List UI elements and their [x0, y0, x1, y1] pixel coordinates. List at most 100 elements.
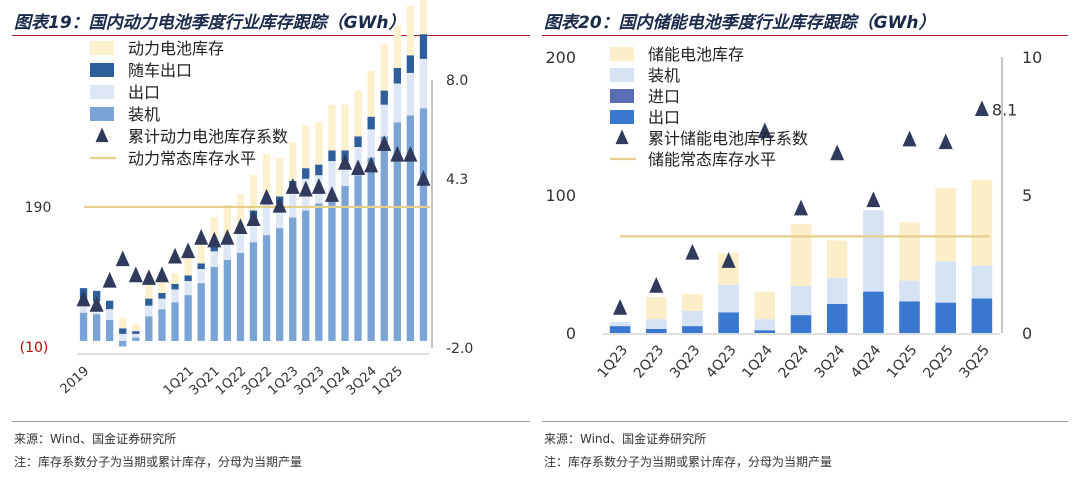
left-bar-2-2	[106, 300, 114, 310]
right-chart-title: 图表20：国内储能电池季度行业库存跟踪（GWh）	[544, 13, 936, 33]
left-bar-1-13	[249, 217, 258, 243]
left-bar-1-15	[276, 203, 284, 229]
left-bar-0-21	[354, 175, 362, 341]
right-legend-swatch-1	[610, 68, 634, 82]
left-bar-1-20	[341, 161, 349, 186]
left-bar-3-4	[132, 324, 140, 332]
left-bar-2-23	[380, 90, 388, 105]
right-title-rule	[542, 35, 1068, 36]
left-legend-label-3: 装机	[128, 105, 160, 124]
left-bar-3-18	[315, 122, 323, 165]
left-bar-1-11	[223, 242, 231, 260]
right-marker-8	[902, 130, 917, 147]
right-legend-swatch-3	[610, 110, 634, 124]
left-bar-0-16	[289, 217, 297, 341]
left-legend-swatch-0	[90, 41, 114, 55]
right-x-tick-3: 4Q23	[703, 342, 740, 381]
left-bar-2-9	[197, 263, 205, 269]
left-bar-0-12	[236, 252, 245, 341]
left-bar-1-24	[393, 83, 401, 123]
right-bar-2-0	[609, 322, 631, 327]
right-bar-0-8	[899, 301, 920, 333]
right-x-tick-6: 3Q24	[812, 342, 849, 381]
left-bar-3-16	[289, 142, 297, 181]
left-bar-1-7	[171, 289, 179, 303]
left-bar-2-25	[406, 55, 414, 73]
left-marker-5	[141, 269, 156, 285]
right-legend-swatch-0	[610, 47, 634, 61]
left-bar-3-5	[145, 284, 153, 299]
right-legend-label-3: 出口	[648, 108, 680, 127]
left-bar-2-8	[184, 275, 192, 281]
left-marker-23	[377, 135, 392, 151]
right-note: 注：库存系数分子为当期或累计库存，分母为当期产量	[544, 455, 833, 469]
left-bar-2-5	[145, 298, 153, 306]
right-y2-tick-0: 0	[1022, 324, 1032, 343]
left-marker-12	[233, 218, 248, 235]
right-bar-3-3	[718, 253, 739, 285]
left-bar-3-12	[236, 194, 245, 226]
right-marker-value-label: 8.1	[992, 100, 1017, 119]
left-marker-1	[89, 296, 104, 312]
left-bar-0-17	[302, 210, 310, 341]
left-bar-2-4	[132, 331, 140, 334]
left-bar-3-22	[367, 70, 375, 117]
left-bar-1-5	[145, 305, 153, 317]
left-marker-14	[259, 188, 274, 205]
left-marker-25	[403, 145, 418, 162]
right-bar-0-3	[718, 312, 739, 333]
right-bar-0-6	[826, 304, 848, 333]
right-source: 来源：Wind、国金证券研究所	[544, 432, 707, 446]
right-marker-7	[866, 191, 881, 208]
right-marker-6	[830, 144, 845, 161]
right-bar-2-6	[826, 277, 848, 304]
left-y-tick-190: 190	[25, 200, 52, 216]
left-marker-16	[285, 178, 300, 194]
left-bar-0-19	[328, 192, 336, 341]
left-marker-3	[115, 250, 130, 267]
left-bottom-rule	[12, 421, 530, 422]
left-legend-swatch-2	[90, 85, 114, 99]
left-legend-swatch-3	[90, 107, 114, 121]
left-bar-0-20	[341, 185, 349, 341]
right-bar-2-5	[790, 286, 812, 316]
left-bar-3-14	[262, 154, 271, 197]
left-bar-3-21	[354, 90, 362, 137]
right-legend-label-4: 累计储能电池库存系数	[648, 129, 808, 148]
right-bar-2-1	[646, 319, 667, 329]
left-bar-2-10	[210, 245, 218, 252]
left-bar-3-26	[419, 0, 428, 35]
right-y2-tick-1: 5	[1022, 186, 1032, 205]
right-marker-0	[613, 299, 628, 315]
left-bar-0-2	[106, 319, 114, 341]
left-marker-17	[298, 180, 313, 197]
left-bar-0-1	[93, 314, 101, 341]
left-y-tick-neg10: (10)	[20, 340, 49, 356]
right-bar-0-9	[935, 302, 956, 333]
right-x-tick-8: 1Q25	[884, 342, 921, 381]
right-y2-tick-2: 10	[1022, 48, 1042, 67]
left-bar-3-7	[171, 273, 179, 284]
left-bar-3-13	[249, 175, 258, 211]
left-legend-swatch-1	[90, 63, 114, 77]
right-bar-3-2	[682, 294, 703, 311]
left-bar-0-7	[171, 302, 179, 341]
left-bar-0-13	[249, 242, 258, 341]
left-marker-19	[324, 186, 339, 202]
right-marker-10	[974, 100, 989, 117]
right-bar-3-9	[935, 188, 956, 262]
left-bar-1-23	[380, 104, 388, 137]
right-x-tick-0: 1Q23	[595, 342, 632, 381]
left-bar-1-16	[289, 189, 297, 218]
left-bar-3-10	[210, 217, 218, 246]
right-x-tick-1: 2Q23	[631, 342, 668, 381]
left-bar-0-15	[276, 228, 284, 341]
left-title-rule	[12, 35, 530, 36]
left-bar-0-10	[210, 266, 218, 341]
left-bar-0-24	[393, 122, 401, 341]
left-bar-0-22	[367, 157, 375, 341]
right-legend-label-5: 储能常态库存水平	[648, 150, 776, 169]
left-y2-tick-1: 4.3	[446, 172, 468, 188]
right-marker-9	[938, 133, 953, 150]
